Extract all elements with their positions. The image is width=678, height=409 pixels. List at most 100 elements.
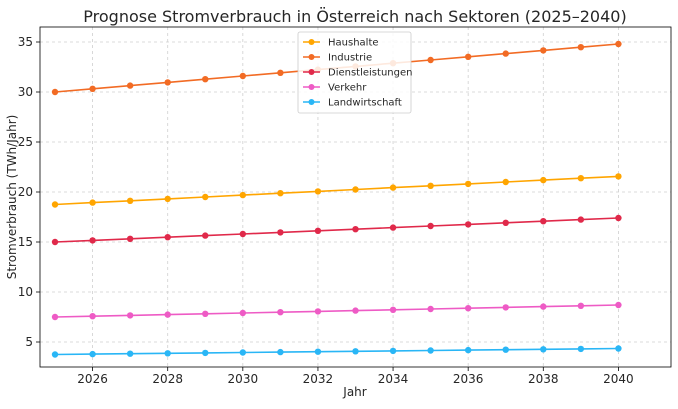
- data-point: [389, 184, 397, 191]
- y-tick-label: 35: [18, 35, 33, 49]
- legend-item: Industrie: [303, 53, 372, 64]
- data-point: [615, 173, 622, 180]
- data-point: [464, 305, 472, 312]
- series-dienstleistungen: [51, 214, 622, 246]
- data-point: [277, 190, 284, 197]
- data-point: [540, 303, 547, 310]
- data-point: [202, 193, 209, 201]
- data-point: [126, 197, 134, 204]
- data-point: [239, 191, 247, 199]
- data-point: [126, 312, 134, 319]
- legend-marker: [308, 84, 315, 90]
- y-tick-label: 15: [18, 235, 33, 249]
- data-point: [502, 178, 509, 186]
- data-point: [577, 302, 585, 309]
- data-point: [202, 76, 209, 83]
- x-tick-label: 2032: [303, 372, 334, 386]
- data-point: [202, 349, 209, 357]
- data-point: [502, 346, 509, 353]
- data-point: [89, 313, 96, 320]
- data-point: [126, 350, 134, 357]
- x-tick-label: 2028: [152, 372, 183, 386]
- x-tick-label: 2036: [453, 372, 484, 386]
- y-axis-label: Stromverbrauch (TWh/Jahr): [5, 115, 19, 280]
- data-point: [89, 237, 96, 244]
- data-point: [427, 56, 434, 64]
- x-tick-label: 2026: [77, 372, 108, 386]
- chart-title: Prognose Stromverbrauch in Österreich na…: [83, 7, 626, 26]
- series-line: [54, 217, 619, 243]
- data-point: [577, 345, 585, 353]
- x-tick-label: 2040: [603, 372, 634, 386]
- series-landwirtschaft: [51, 345, 622, 358]
- data-point: [164, 234, 171, 241]
- legend-item: Landwirtschaft: [303, 98, 402, 109]
- data-point: [202, 232, 209, 239]
- legend: Haushalte Industrie Dienstleistungen Verkeh…: [297, 31, 412, 114]
- data-point: [51, 88, 59, 96]
- data-point: [126, 82, 134, 89]
- legend-item: Verkehr: [303, 83, 367, 94]
- legend-marker: [308, 99, 315, 105]
- data-point: [314, 188, 322, 195]
- data-point: [389, 306, 397, 313]
- legend-label: Dienstleistungen: [328, 68, 412, 79]
- legend-label: Industrie: [328, 53, 372, 64]
- data-point: [427, 347, 434, 354]
- data-point: [464, 346, 472, 354]
- data-point: [427, 305, 434, 313]
- x-tick-label: 2038: [528, 372, 559, 386]
- data-point: [615, 345, 622, 352]
- series-line: [54, 175, 619, 206]
- series-line: [55, 304, 619, 318]
- data-point: [577, 175, 585, 182]
- y-tick-label: 10: [18, 285, 33, 299]
- y-tick-label: 25: [18, 135, 33, 149]
- y-tick-label: 30: [18, 85, 33, 99]
- legend-item: Dienstleistungen: [303, 68, 412, 79]
- data-point: [502, 50, 509, 57]
- data-point: [502, 304, 509, 311]
- data-point: [464, 221, 472, 228]
- data-point: [239, 309, 247, 317]
- data-point: [427, 222, 434, 230]
- data-point: [352, 348, 359, 355]
- data-point: [126, 235, 134, 242]
- legend-item: Haushalte: [303, 38, 379, 49]
- data-point: [502, 219, 509, 226]
- data-point: [615, 40, 622, 48]
- data-point: [314, 227, 322, 234]
- data-point: [51, 313, 59, 321]
- data-point: [89, 350, 96, 358]
- x-axis-label: Jahr: [342, 385, 366, 399]
- series-line: [55, 347, 619, 356]
- data-point: [314, 348, 322, 355]
- data-point: [615, 301, 622, 309]
- data-point: [89, 199, 96, 206]
- series-verkehr: [51, 301, 622, 321]
- y-tick-label: 20: [18, 185, 33, 199]
- data-point: [389, 347, 397, 355]
- series-haushalte: [51, 173, 622, 208]
- y-tick-label: 5: [25, 335, 33, 349]
- data-point: [51, 201, 59, 208]
- data-point: [464, 180, 472, 188]
- data-point: [464, 53, 472, 60]
- data-point: [277, 229, 284, 236]
- data-point: [540, 47, 547, 54]
- data-point: [164, 350, 171, 357]
- legend-marker: [308, 69, 315, 75]
- data-point: [51, 238, 59, 246]
- data-point: [51, 351, 59, 358]
- data-point: [615, 214, 622, 222]
- data-point: [540, 346, 547, 353]
- axes-layer: 2026 2028 2030 2032 2034 2036 2038 2040 5 10 15 20 2…: [18, 26, 672, 386]
- data-point: [164, 195, 171, 203]
- data-point: [89, 85, 96, 93]
- data-point: [389, 224, 397, 231]
- data-point: [239, 230, 247, 238]
- data-point: [352, 226, 359, 233]
- data-point: [239, 349, 247, 356]
